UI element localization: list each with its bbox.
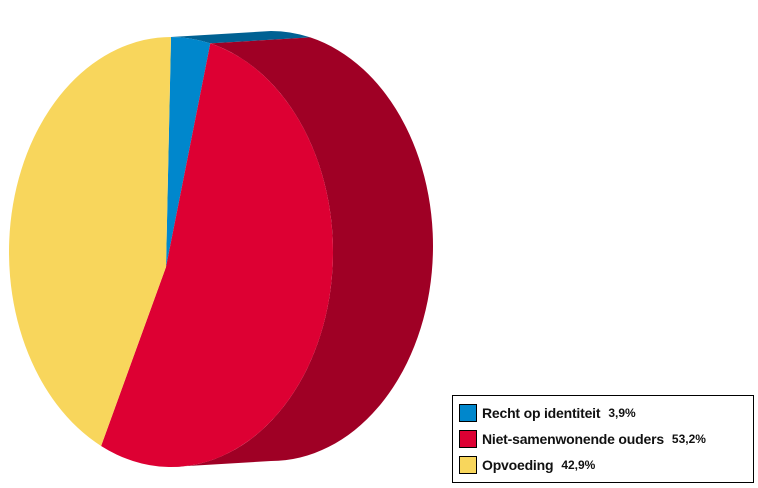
legend-label: Opvoeding bbox=[482, 457, 554, 473]
pie-slice-recht-op-identiteit bbox=[166, 37, 211, 267]
pie-slice-opvoeding bbox=[9, 37, 171, 446]
pie-side-niet-samenwonende-ouders bbox=[171, 37, 433, 467]
pie-face-layer bbox=[9, 37, 334, 468]
legend-swatch-niet-samenwonende-ouders bbox=[459, 430, 477, 448]
legend-value: 42,9% bbox=[561, 458, 596, 472]
pie-slice-niet-samenwonende-ouders bbox=[101, 43, 334, 468]
legend-item-opvoeding: Opvoeding 42,9% bbox=[459, 452, 753, 478]
legend-swatch-recht-op-identiteit bbox=[459, 404, 477, 422]
chart-legend: Recht op identiteit 3,9% Niet-samenwonen… bbox=[452, 395, 754, 483]
pie-depth-layer bbox=[171, 31, 433, 467]
pie-side-recht-op-identiteit bbox=[171, 31, 311, 44]
legend-label: Niet-samenwonende ouders bbox=[482, 431, 664, 447]
legend-label: Recht op identiteit bbox=[482, 405, 601, 421]
legend-value: 3,9% bbox=[608, 406, 636, 420]
legend-item-niet-samenwonende-ouders: Niet-samenwonende ouders 53,2% bbox=[459, 426, 753, 452]
legend-value: 53,2% bbox=[671, 432, 706, 446]
legend-item-recht-op-identiteit: Recht op identiteit 3,9% bbox=[459, 400, 753, 426]
legend-swatch-opvoeding bbox=[459, 456, 477, 474]
